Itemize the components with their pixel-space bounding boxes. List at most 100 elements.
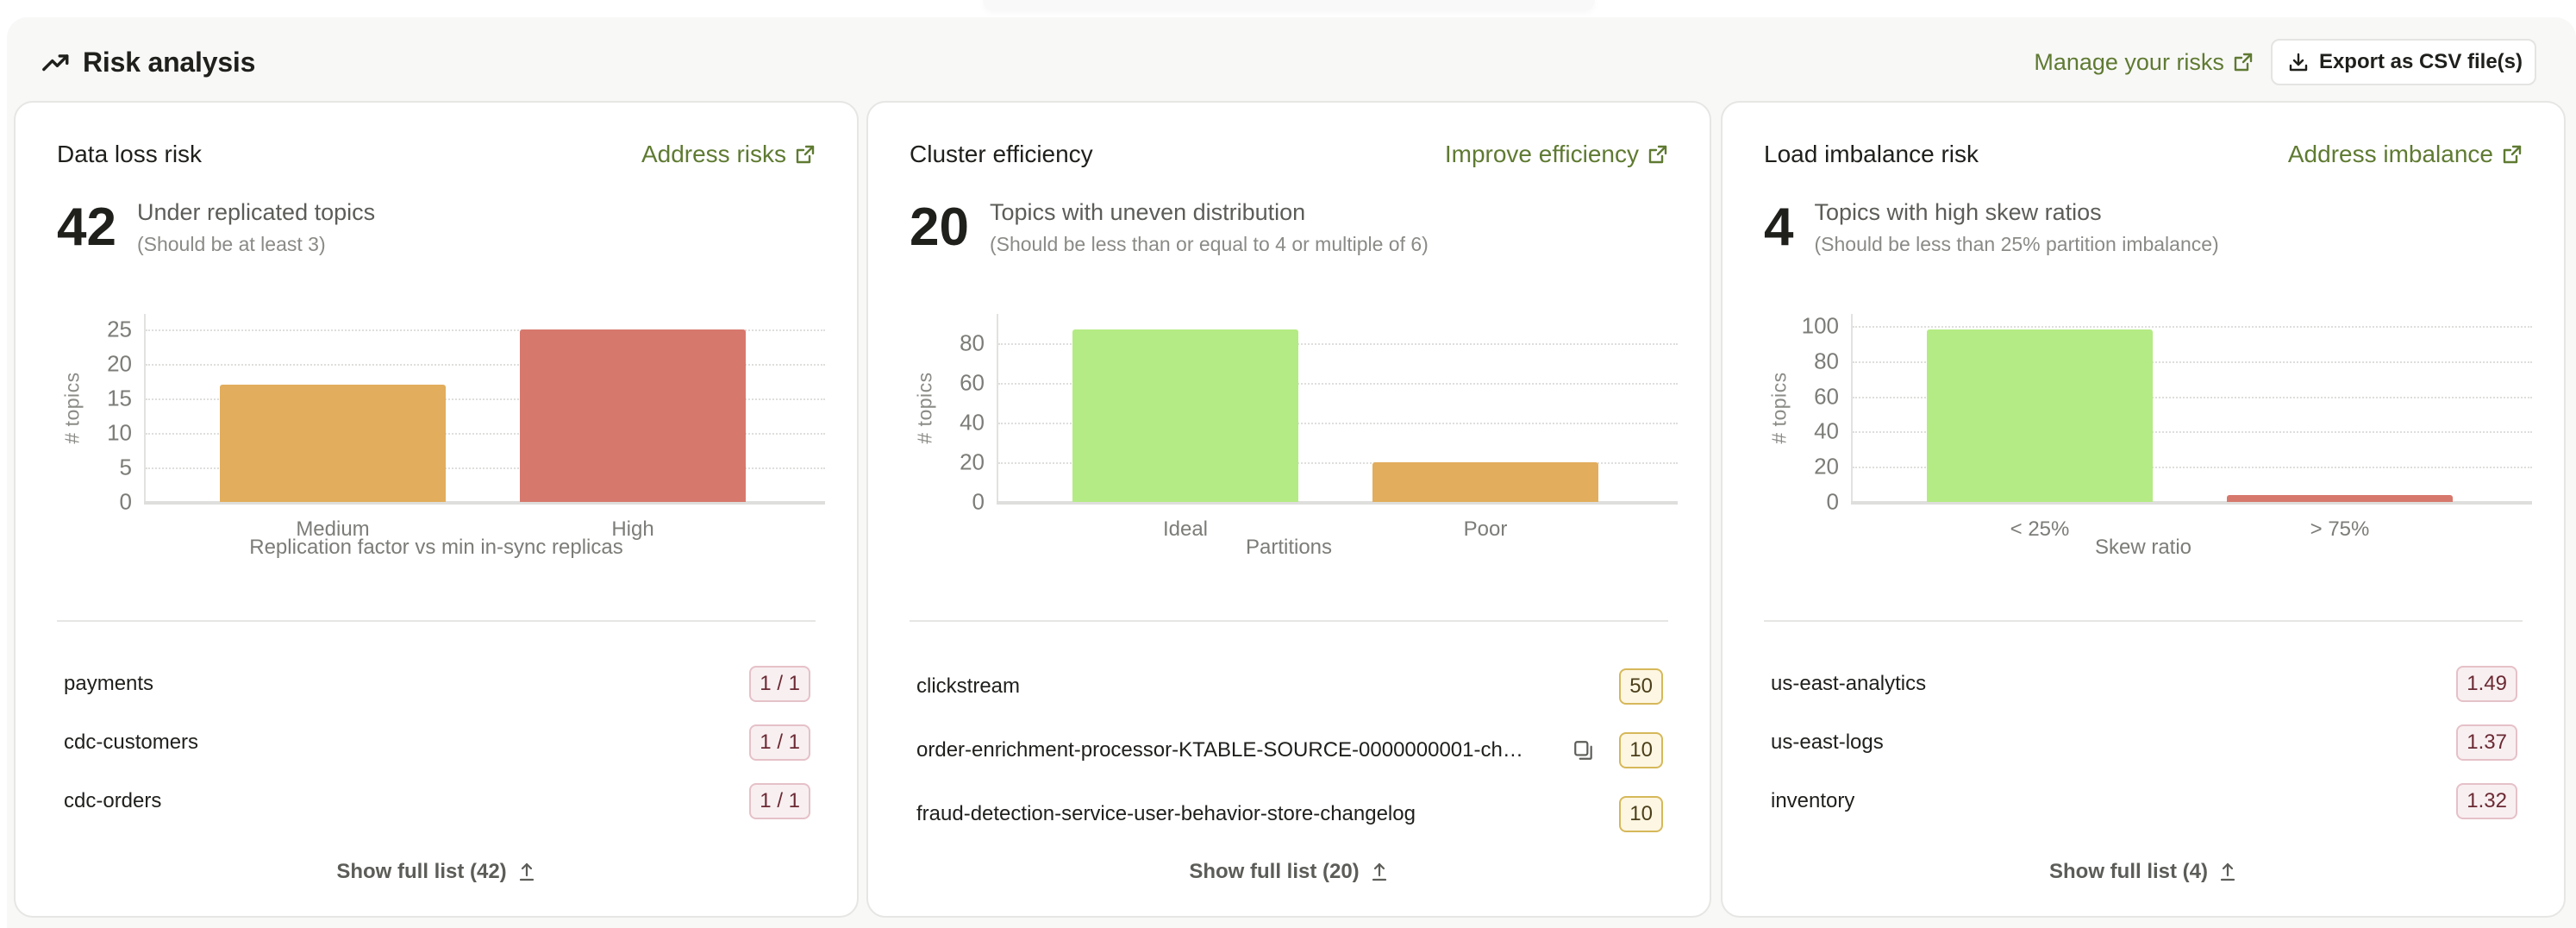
topic-metric-badge: 1 / 1: [749, 666, 810, 702]
summary: 20 Topics with uneven distribution (Shou…: [910, 199, 1429, 256]
topic-row[interactable]: us-east-analytics 1.49: [1764, 655, 2523, 713]
y-axis-line: [1851, 314, 1853, 502]
bar[interactable]: [1927, 329, 2153, 502]
copy-icon[interactable]: [1572, 739, 1595, 762]
bar[interactable]: [220, 385, 446, 502]
manage-risks-label: Manage your risks: [2034, 48, 2224, 75]
topic-name: us-east-logs: [1771, 730, 1884, 754]
x-tick-label: > 75%: [2310, 517, 2370, 541]
y-axis-line: [144, 314, 146, 502]
y-tick-label: 25: [107, 316, 132, 342]
topic-row-right: 1.32: [2456, 783, 2517, 819]
card-action-label: Address imbalance: [2287, 141, 2493, 167]
card-header: Load imbalance risk Address imbalance: [1764, 137, 2523, 172]
panel-header: Risk analysis Manage your risks Export a…: [7, 17, 2569, 101]
topic-row-right: 1.37: [2456, 724, 2517, 761]
card-header: Data loss risk Address risks: [57, 137, 816, 172]
bar[interactable]: [520, 329, 746, 502]
bar[interactable]: [2227, 494, 2453, 502]
download-icon: [2289, 53, 2308, 72]
external-link-icon: [1648, 145, 1667, 164]
topic-row[interactable]: order-enrichment-processor-KTABLE-SOURCE…: [910, 718, 1668, 782]
gridline: [1853, 467, 2532, 469]
y-tick-label: 80: [960, 329, 985, 356]
gridline: [1853, 326, 2532, 329]
topic-row[interactable]: payments 1 / 1: [57, 655, 816, 713]
topic-metric-badge: 1.37: [2456, 724, 2517, 761]
topic-name: payments: [64, 672, 154, 695]
topic-metric-badge: 50: [1619, 668, 1663, 705]
card-title: Load imbalance risk: [1764, 141, 1979, 167]
panel-title: Risk analysis: [41, 43, 255, 81]
card-action-label: Improve efficiency: [1444, 141, 1639, 167]
show-full-list-label: Show full list (42): [336, 860, 507, 883]
y-tick-label: 0: [972, 488, 985, 515]
card-action-link[interactable]: Address risks: [641, 141, 816, 168]
topic-row-right: 10: [1619, 796, 1663, 832]
topic-row[interactable]: cdc-customers 1 / 1: [57, 713, 816, 772]
y-axis-title: # topics: [60, 372, 84, 444]
topic-row-right: 1 / 1: [749, 724, 810, 761]
plot-area: 0 20 40 60 80 Ideal Poor: [960, 314, 1678, 541]
bar[interactable]: [1372, 462, 1598, 502]
y-tick-label: 40: [960, 409, 985, 436]
external-link-icon: [796, 145, 815, 164]
show-full-list-button[interactable]: Show full list (4): [1723, 860, 2564, 884]
y-tick-label: 5: [119, 454, 132, 480]
topic-name: clickstream: [916, 674, 1021, 698]
bar-chart: # topics 0 20 40 60 80 Ideal Poor Partitions: [868, 103, 1710, 916]
topic-row[interactable]: inventory 1.32: [1764, 772, 2523, 831]
card-action-link[interactable]: Improve efficiency: [1445, 141, 1668, 168]
y-tick-label: 20: [1814, 453, 1839, 480]
export-csv-button[interactable]: Export as CSV file(s): [2270, 39, 2536, 85]
summary-label: Topics with uneven distribution: [989, 199, 1306, 225]
gridline: [998, 343, 1678, 346]
header-actions: Manage your risks Export as CSV file(s): [2034, 39, 2536, 85]
topic-metric-badge: 1.49: [2456, 666, 2517, 702]
gridline: [146, 398, 825, 401]
topic-row[interactable]: us-east-logs 1.37: [1764, 713, 2523, 772]
topic-name: order-enrichment-processor-KTABLE-SOURCE…: [916, 738, 1523, 762]
summary: 42 Under replicated topics (Should be at…: [57, 199, 375, 256]
risk-count: 4: [1764, 198, 1794, 257]
manage-risks-link[interactable]: Manage your risks: [2034, 49, 2254, 76]
risk-analysis-panel: Risk analysis Manage your risks Export a…: [7, 17, 2576, 928]
topic-row[interactable]: cdc-orders 1 / 1: [57, 772, 816, 831]
summary-text: Topics with uneven distribution (Should …: [990, 199, 1429, 256]
card-data-loss-risk: Data loss risk Address risks 42 Under re…: [14, 101, 859, 918]
show-full-list-button[interactable]: Show full list (42): [16, 860, 857, 884]
summary-label: Under replicated topics: [136, 199, 376, 225]
x-tick-label: < 25%: [2010, 517, 2070, 541]
topic-name: inventory: [1771, 789, 1855, 812]
bar-chart: # topics 0 20 40 60 80 100 < 25% > 75% Skew rat…: [1723, 103, 2564, 916]
x-axis-line: [1851, 501, 2532, 505]
topic-list: us-east-analytics 1.49 us-east-logs 1.37 inv…: [1764, 655, 2523, 831]
gridline: [1853, 361, 2532, 363]
bar[interactable]: [1072, 329, 1298, 502]
topic-row[interactable]: fraud-detection-service-user-behavior-st…: [910, 782, 1668, 846]
topic-metric-badge: 10: [1619, 796, 1663, 832]
trending-up-icon: [42, 54, 69, 72]
x-tick-label: Ideal: [1162, 517, 1209, 541]
show-full-list-button[interactable]: Show full list (20): [868, 860, 1710, 884]
card-cluster-efficiency: Cluster efficiency Improve efficiency 20…: [866, 101, 1711, 918]
topic-row[interactable]: clickstream 50: [910, 655, 1668, 718]
topic-name: us-east-analytics: [1771, 672, 1927, 695]
summary-hint: (Should be at least 3): [136, 233, 326, 255]
x-tick-label: High: [611, 517, 654, 541]
panel-title-text: Risk analysis: [83, 46, 256, 78]
topic-metric-badge: 1 / 1: [749, 783, 810, 819]
topic-row-right: 50: [1619, 668, 1663, 705]
gridline: [146, 364, 825, 367]
topic-name: cdc-orders: [64, 789, 162, 812]
topic-metric-badge: 10: [1619, 732, 1663, 768]
gridline: [998, 462, 1678, 464]
summary-text: Under replicated topics (Should be at le…: [137, 199, 375, 256]
card-action-link[interactable]: Address imbalance: [2288, 141, 2523, 168]
y-tick-label: 20: [107, 350, 132, 377]
topic-row-right: 1 / 1: [749, 666, 810, 702]
y-tick-label: 20: [960, 448, 985, 475]
gridline: [1853, 396, 2532, 398]
top-shadow-decoration: [983, 0, 1595, 10]
y-tick-label: 15: [107, 385, 132, 411]
